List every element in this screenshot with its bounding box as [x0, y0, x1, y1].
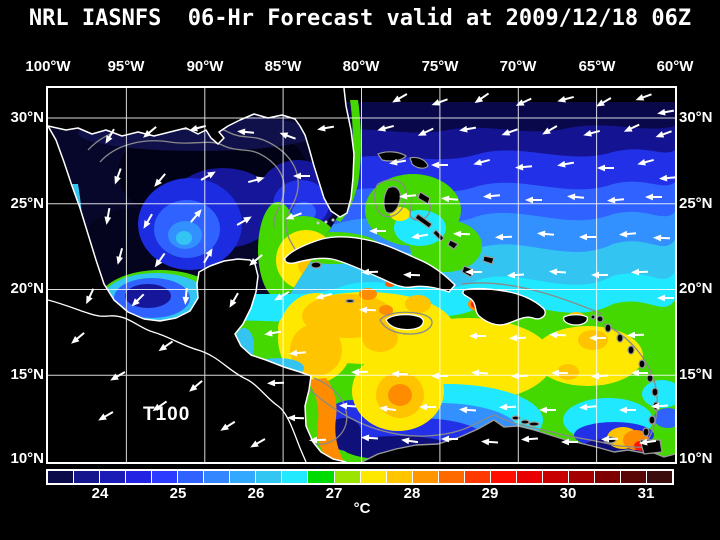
colorbar-tick: 28: [403, 485, 421, 502]
colorbar-tick: 30: [559, 485, 577, 502]
colorbar-cell: [204, 471, 230, 483]
current-vectors: [71, 92, 675, 448]
colorbar-tick: 29: [481, 485, 499, 502]
lat-tick-left: 30°N: [10, 109, 44, 126]
lat-tick-left: 10°N: [10, 450, 44, 467]
lon-tick: 100°W: [25, 58, 71, 75]
colorbar-cell: [647, 471, 673, 483]
colorbar-cell: [308, 471, 334, 483]
colorbar-cell: [152, 471, 178, 483]
coastline-south-america: [361, 419, 675, 462]
colorbar-cell: [360, 471, 386, 483]
lon-tick: 80°W: [342, 58, 380, 75]
colorbar-cell: [438, 471, 464, 483]
colorbar-cell: [464, 471, 490, 483]
colorbar-cell: [386, 471, 412, 483]
land-cuba: [284, 236, 456, 293]
lat-tick-right: 25°N: [679, 195, 713, 212]
lon-tick: 95°W: [107, 58, 145, 75]
plot-title: NRL IASNFS 06-Hr Forecast valid at 2009/…: [28, 6, 692, 31]
lon-tick: 70°W: [499, 58, 537, 75]
coastline-us: [48, 88, 355, 218]
land-jamaica: [385, 313, 425, 331]
colorbar-cell: [230, 471, 256, 483]
map-area: [46, 86, 677, 464]
land-hispaniola: [462, 287, 546, 326]
colorbar-cell: [542, 471, 568, 483]
colorbar-cell: [126, 471, 152, 483]
colorbar-cell: [334, 471, 360, 483]
colorbar: [46, 469, 674, 485]
lat-tick-left: 25°N: [10, 195, 44, 212]
lon-tick: 85°W: [264, 58, 302, 75]
coastline-mexico-central-america: [48, 125, 347, 462]
lon-tick: 65°W: [578, 58, 616, 75]
coastline-pacific: [48, 299, 307, 462]
lat-tick-left: 20°N: [10, 280, 44, 297]
colorbar-tick: 26: [247, 485, 265, 502]
lat-tick-right: 10°N: [679, 450, 713, 467]
colorbar-tick: 31: [637, 485, 655, 502]
land-florida-keys: [316, 218, 335, 225]
lat-tick-right: 15°N: [679, 366, 713, 383]
colorbar-tick: 24: [91, 485, 109, 502]
lon-tick: 60°W: [656, 58, 694, 75]
colorbar-tick: 27: [325, 485, 343, 502]
field-label: T100: [143, 404, 191, 425]
colorbar-tick: 25: [169, 485, 187, 502]
colorbar-cell: [490, 471, 516, 483]
land-north-america: [48, 88, 354, 217]
colorbar-cell: [412, 471, 438, 483]
colorbar-cell: [100, 471, 126, 483]
lon-tick: 90°W: [186, 58, 224, 75]
colorbar-cell: [256, 471, 282, 483]
colorbar-cell: [74, 471, 100, 483]
lat-tick-left: 15°N: [10, 366, 44, 383]
grid-lines: [48, 88, 675, 462]
colorbar-unit: °C: [353, 500, 371, 517]
lon-tick: 75°W: [421, 58, 459, 75]
lat-tick-right: 20°N: [679, 280, 713, 297]
colorbar-cell: [516, 471, 542, 483]
colorbar-cell: [178, 471, 204, 483]
colorbar-cell: [621, 471, 647, 483]
colorbar-cell: [594, 471, 621, 483]
colorbar-cell: [568, 471, 594, 483]
colorbar-cell: [48, 471, 74, 483]
temperature-map-svg: [48, 88, 675, 462]
land-puerto-rico: [562, 314, 589, 326]
lat-tick-right: 30°N: [679, 109, 713, 126]
colorbar-cell: [282, 471, 308, 483]
